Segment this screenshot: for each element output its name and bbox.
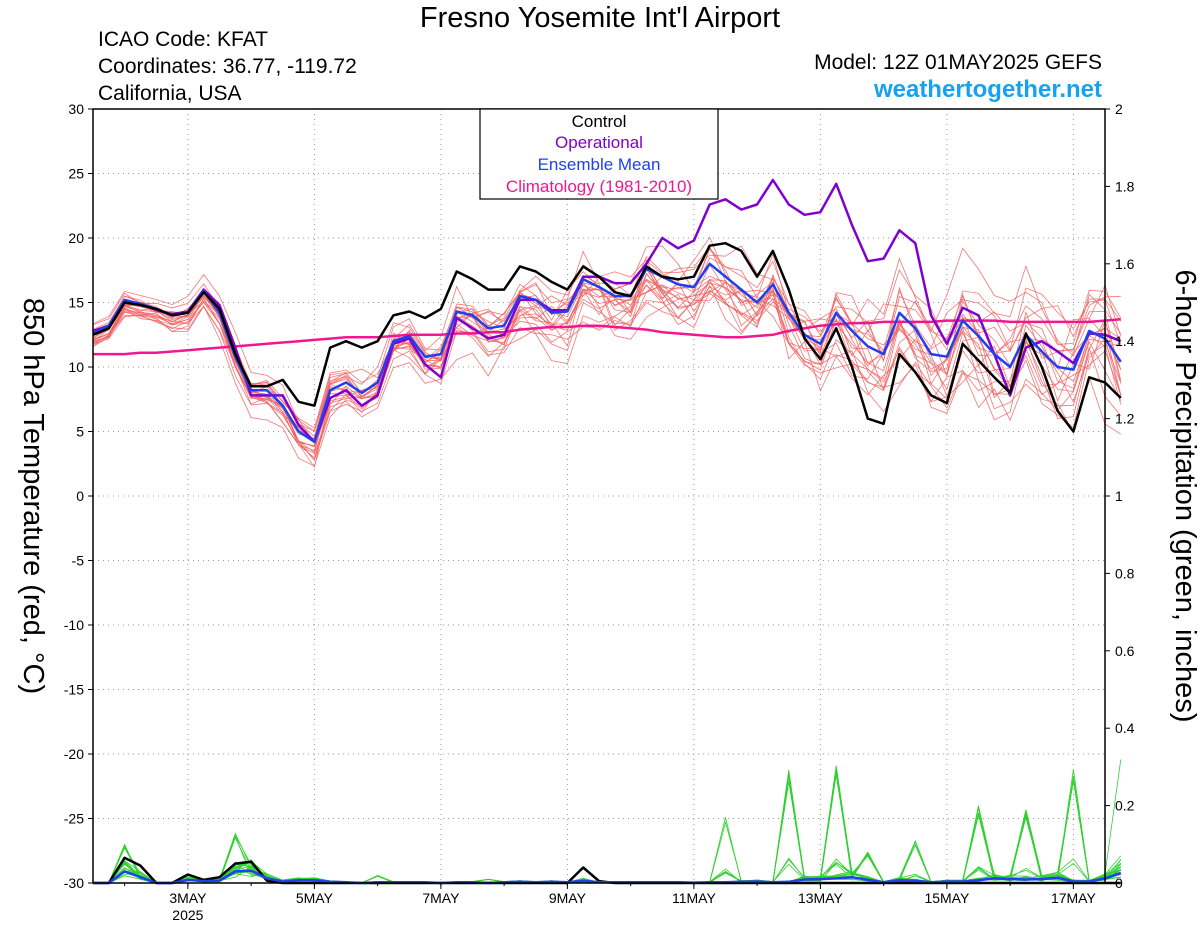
y-tick-label-right: 0.6 xyxy=(1115,643,1135,659)
y-tick-label-left: -25 xyxy=(64,811,84,827)
legend-ensemble-mean: Ensemble Mean xyxy=(538,155,661,174)
ensemble-mean-line xyxy=(92,262,1122,444)
y-tick-label-right: 0.8 xyxy=(1115,565,1135,581)
y-tick-label-right: 1.2 xyxy=(1115,411,1135,427)
y-tick-label-left: -20 xyxy=(64,746,84,762)
legend-control: Control xyxy=(572,112,627,131)
ensemble-member-lines xyxy=(92,236,1122,469)
y-tick-label-left: -30 xyxy=(64,875,84,891)
y-tick-label-right: 0.2 xyxy=(1115,798,1135,814)
series-lines xyxy=(92,178,1122,885)
y-tick-label-left: 10 xyxy=(68,359,84,375)
y-tick-label-right: 0.4 xyxy=(1115,720,1135,736)
y-axis-left-label: 850 hPa Temperature (red, °C) xyxy=(17,298,49,694)
x-tick-label: 3MAY xyxy=(169,890,207,906)
legend: Control Operational Ensemble Mean Climat… xyxy=(479,108,719,200)
y-tick-label-left: 30 xyxy=(68,101,84,117)
legend-climatology: Climatology (1981-2010) xyxy=(506,177,692,196)
climatology-line xyxy=(93,318,1121,356)
control-line xyxy=(92,241,1122,433)
temp-member-line xyxy=(92,278,1122,432)
legend-operational: Operational xyxy=(555,133,643,152)
y-tick-label-left: 25 xyxy=(68,166,84,182)
y-tick-label-left: -15 xyxy=(64,682,84,698)
y-tick-label-left: 15 xyxy=(68,295,84,311)
temp-member-line xyxy=(92,280,1122,446)
temp-member-line xyxy=(92,285,1122,429)
precip-member-line xyxy=(93,817,1122,884)
operational-line xyxy=(92,178,1122,444)
y-tick-label-left: 20 xyxy=(68,230,84,246)
x-tick-label: 11MAY xyxy=(672,890,716,906)
precip-member-line xyxy=(93,816,1121,884)
temp-member-line xyxy=(92,269,1122,438)
region: California, USA xyxy=(98,82,242,105)
chart-title: Fresno Yosemite Int'l Airport xyxy=(419,2,781,34)
x-tick-label: 7MAY xyxy=(422,890,460,906)
x-tick-label: 9MAY xyxy=(549,890,587,906)
temp-member-line xyxy=(92,282,1122,439)
y-tick-label-left: -10 xyxy=(64,617,84,633)
x-tick-label: 5MAY xyxy=(296,890,334,906)
x-year-label: 2025 xyxy=(172,907,203,923)
legend-box xyxy=(479,108,719,200)
precip-member-line xyxy=(93,779,1121,884)
precip-lines xyxy=(93,759,1122,884)
y-tick-label-left: 0 xyxy=(76,488,84,504)
y-tick-label-right: 1.4 xyxy=(1115,333,1135,349)
model-run: Model: 12Z 01MAY2025 GEFS xyxy=(814,51,1102,74)
x-tick-label: 15MAY xyxy=(924,890,970,906)
site-link[interactable]: weathertogether.net xyxy=(873,76,1102,103)
y-tick-label-right: 2 xyxy=(1115,101,1123,117)
y-tick-label-right: 1 xyxy=(1115,488,1123,504)
temp-member-line xyxy=(92,268,1122,453)
x-tick-label: 17MAY xyxy=(1051,890,1097,906)
y-tick-label-left: 5 xyxy=(76,424,84,440)
y-tick-label-right: 1.8 xyxy=(1115,178,1135,194)
y-axis-right-label: 6-hour Precipitation (green, inches) xyxy=(1169,270,1200,723)
ensemble-mean-precip-line xyxy=(93,869,1122,885)
y-tick-label-left: -5 xyxy=(72,553,85,569)
gridlines xyxy=(93,109,1105,883)
icao-code: ICAO Code: KFAT xyxy=(98,28,268,51)
x-tick-label: 13MAY xyxy=(798,890,844,906)
axes: 302520151050-5-10-15-20-25-3021.81.61.41… xyxy=(64,101,1135,923)
temp-member-line xyxy=(92,264,1122,467)
y-tick-label-right: 0 xyxy=(1115,875,1123,891)
y-tick-label-right: 1.6 xyxy=(1115,256,1135,272)
coordinates: Coordinates: 36.77, -119.72 xyxy=(98,55,357,78)
